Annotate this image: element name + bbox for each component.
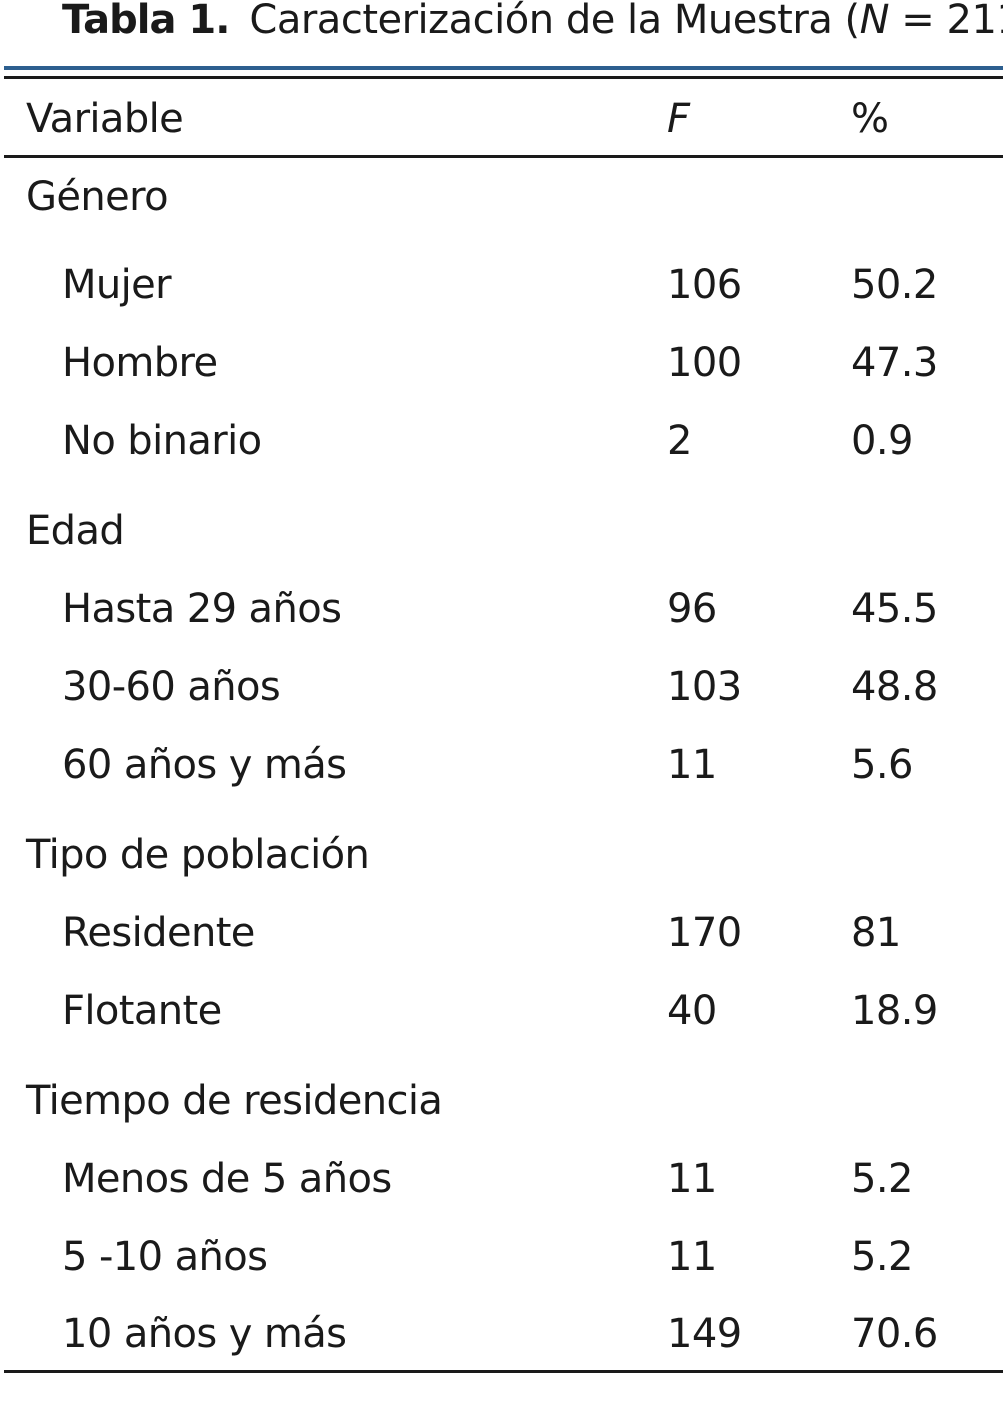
row-percent: 48.8 [851, 664, 938, 710]
caption-label: Tabla 1. [62, 0, 230, 43]
caption-n-symbol: N [859, 0, 890, 43]
top-rule [4, 76, 1003, 79]
header-frequency: F [667, 96, 690, 142]
row-label: Hombre [62, 340, 218, 386]
row-frequency: 11 [667, 1234, 717, 1280]
header-percent: % [851, 96, 889, 142]
row-frequency: 11 [667, 1156, 717, 1202]
caption-text: Caracterización de la Muestra ( [249, 0, 860, 43]
row-label: Mujer [62, 262, 172, 308]
row-percent: 5.2 [851, 1156, 913, 1202]
row-percent: 18.9 [851, 988, 938, 1034]
row-frequency: 106 [667, 262, 742, 308]
row-frequency: 2 [667, 418, 692, 464]
group-label: Edad [26, 508, 125, 554]
header-rule [4, 155, 1003, 158]
caption-n-value: = 211) [901, 0, 1003, 43]
header-variable: Variable [26, 96, 184, 142]
row-label: 30-60 años [62, 664, 281, 710]
row-percent: 70.6 [851, 1311, 938, 1357]
row-percent: 50.2 [851, 262, 938, 308]
row-frequency: 100 [667, 340, 742, 386]
row-percent: 47.3 [851, 340, 938, 386]
row-frequency: 170 [667, 910, 742, 956]
row-percent: 45.5 [851, 586, 938, 632]
row-label: No binario [62, 418, 262, 464]
row-label: Menos de 5 años [62, 1156, 392, 1202]
group-label: Género [26, 174, 169, 220]
row-frequency: 40 [667, 988, 717, 1034]
row-frequency: 96 [667, 586, 717, 632]
bottom-rule [4, 1370, 1003, 1373]
row-frequency: 103 [667, 664, 742, 710]
row-percent: 5.6 [851, 742, 913, 788]
group-label: Tiempo de residencia [26, 1078, 443, 1124]
row-percent: 0.9 [851, 418, 913, 464]
row-frequency: 149 [667, 1311, 742, 1357]
row-label: 60 años y más [62, 742, 347, 788]
table-caption: Tabla 1. Caracterización de la Muestra (N… [62, 0, 1003, 46]
row-percent: 5.2 [851, 1234, 913, 1280]
row-percent: 81 [851, 910, 901, 956]
row-frequency: 11 [667, 742, 717, 788]
row-label: 10 años y más [62, 1311, 347, 1357]
top-accent-rule [4, 66, 1003, 70]
row-label: 5 -10 años [62, 1234, 268, 1280]
row-label: Hasta 29 años [62, 586, 342, 632]
row-label: Residente [62, 910, 255, 956]
group-label: Tipo de población [26, 832, 370, 878]
row-label: Flotante [62, 988, 222, 1034]
